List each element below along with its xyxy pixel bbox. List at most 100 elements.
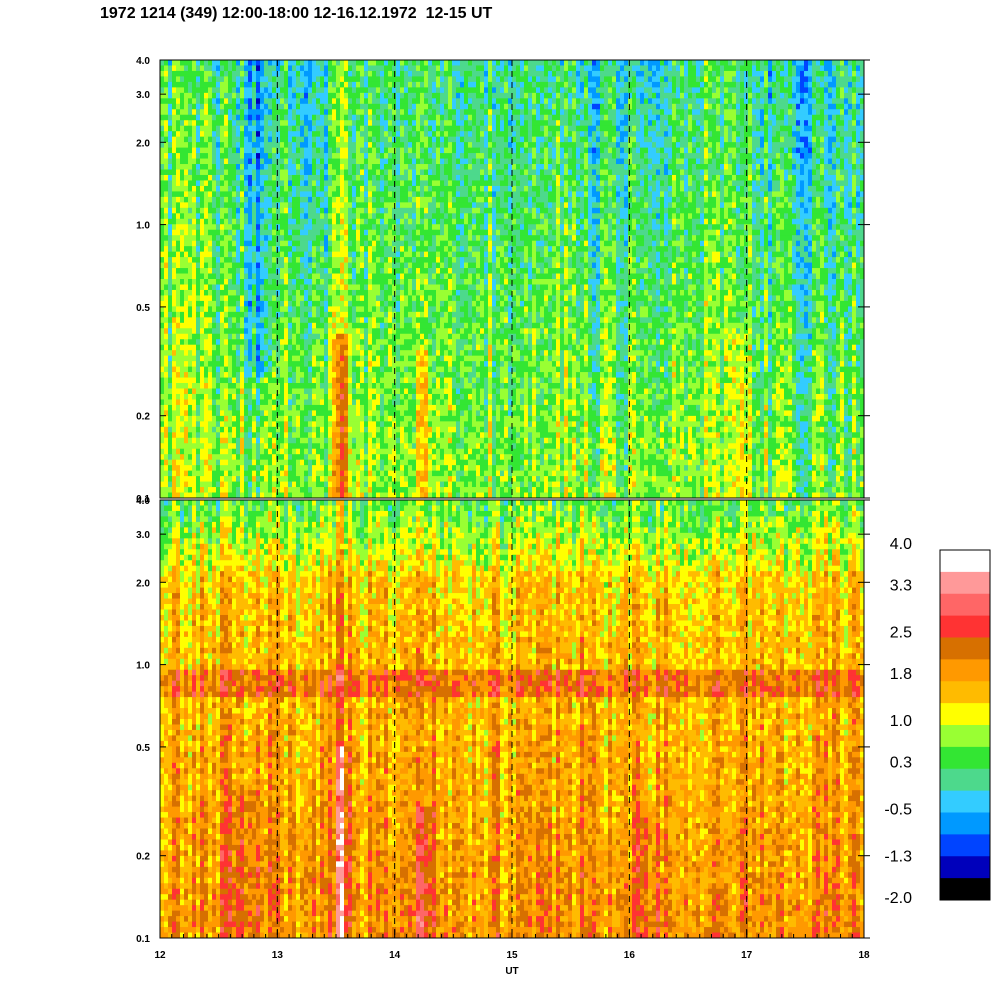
heatmap-cell — [396, 459, 401, 466]
heatmap-cell — [236, 383, 241, 390]
heatmap-cell — [364, 207, 369, 214]
heatmap-cell — [196, 65, 201, 72]
heatmap-cell — [204, 448, 209, 455]
heatmap-cell — [184, 196, 189, 203]
heatmap-cell — [164, 81, 169, 88]
heatmap-cell — [184, 333, 189, 340]
heatmap-cell — [272, 87, 277, 94]
heatmap-cell — [384, 76, 389, 83]
heatmap-cell — [268, 218, 273, 225]
heatmap-cell — [280, 87, 285, 94]
heatmap-cell — [164, 70, 169, 78]
heatmap-cell — [208, 404, 213, 411]
heatmap-cell — [312, 136, 317, 143]
heatmap-cell — [160, 131, 165, 138]
heatmap-cell — [188, 481, 193, 488]
heatmap-cell — [324, 339, 329, 346]
heatmap-cell — [288, 333, 293, 340]
heatmap-cell — [316, 262, 321, 269]
heatmap-cell — [372, 322, 377, 329]
heatmap-cell — [164, 421, 169, 428]
heatmap-cell — [168, 470, 173, 477]
heatmap-cell — [364, 246, 369, 253]
heatmap-cell — [256, 131, 261, 138]
heatmap-cell — [208, 366, 213, 373]
heatmap-cell — [204, 322, 209, 329]
heatmap-cell — [244, 202, 249, 209]
heatmap-cell — [328, 470, 333, 477]
heatmap-cell — [408, 65, 413, 72]
heatmap-cell — [264, 443, 269, 450]
heatmap-cell — [336, 322, 341, 329]
heatmap-cell — [368, 142, 373, 149]
heatmap-cell — [200, 399, 205, 406]
heatmap-cell — [200, 476, 205, 483]
heatmap-cell — [396, 207, 401, 214]
heatmap-cell — [384, 487, 389, 494]
heatmap-cell — [228, 185, 233, 192]
heatmap-cell — [396, 443, 401, 450]
heatmap-cell — [160, 98, 165, 105]
heatmap-cell — [252, 213, 257, 220]
heatmap-cell — [200, 224, 205, 231]
heatmap-cell — [280, 421, 285, 428]
heatmap-cell — [244, 470, 249, 477]
heatmap-cell — [208, 235, 213, 242]
heatmap-cell — [292, 185, 297, 192]
heatmap-cell — [384, 81, 389, 88]
heatmap-cell — [288, 300, 293, 307]
heatmap-cell — [292, 65, 297, 72]
heatmap-cell — [208, 224, 213, 231]
heatmap-cell — [348, 372, 353, 379]
heatmap-cell — [204, 169, 209, 176]
heatmap-cell — [400, 185, 405, 192]
heatmap-cell — [212, 388, 217, 395]
heatmap-cell — [320, 240, 325, 247]
heatmap-cell — [180, 213, 185, 220]
heatmap-cell — [304, 404, 309, 411]
heatmap-cell — [212, 366, 217, 373]
heatmap-cell — [160, 487, 165, 494]
heatmap-cell — [344, 350, 349, 357]
heatmap-cell — [268, 98, 273, 105]
heatmap-cell — [352, 377, 357, 384]
heatmap-cell — [388, 202, 393, 209]
heatmap-cell — [384, 103, 389, 110]
heatmap-cell — [224, 60, 229, 67]
heatmap-cell — [188, 404, 193, 411]
heatmap-cell — [356, 224, 361, 231]
heatmap-cell — [168, 185, 173, 192]
heatmap-cell — [376, 465, 381, 472]
heatmap-cell — [248, 443, 253, 450]
heatmap-cell — [292, 92, 297, 99]
heatmap-cell — [332, 125, 337, 132]
heatmap-cell — [304, 60, 309, 67]
heatmap-cell — [184, 465, 189, 472]
heatmap-cell — [324, 92, 329, 99]
heatmap-cell — [260, 421, 265, 428]
heatmap-cell — [172, 459, 177, 466]
heatmap-cell — [308, 213, 313, 220]
heatmap-cell — [224, 213, 229, 220]
heatmap-cell — [196, 114, 201, 121]
heatmap-cell — [184, 404, 189, 411]
heatmap-cell — [344, 317, 349, 324]
heatmap-cell — [196, 246, 201, 253]
heatmap-cell — [308, 158, 313, 165]
heatmap-cell — [300, 164, 305, 171]
heatmap-cell — [356, 147, 361, 154]
heatmap-cell — [372, 98, 377, 105]
heatmap-cell — [324, 76, 329, 83]
heatmap-cell — [288, 207, 293, 214]
heatmap-cell — [248, 448, 253, 455]
heatmap-cell — [356, 470, 361, 477]
heatmap-cell — [272, 383, 277, 390]
heatmap-cell — [196, 87, 201, 94]
heatmap-cell — [336, 350, 341, 357]
heatmap-cell — [200, 383, 205, 390]
heatmap-cell — [372, 295, 377, 302]
heatmap-cell — [304, 465, 309, 472]
heatmap-cell — [292, 426, 297, 433]
heatmap-cell — [168, 333, 173, 340]
heatmap-cell — [160, 136, 165, 143]
